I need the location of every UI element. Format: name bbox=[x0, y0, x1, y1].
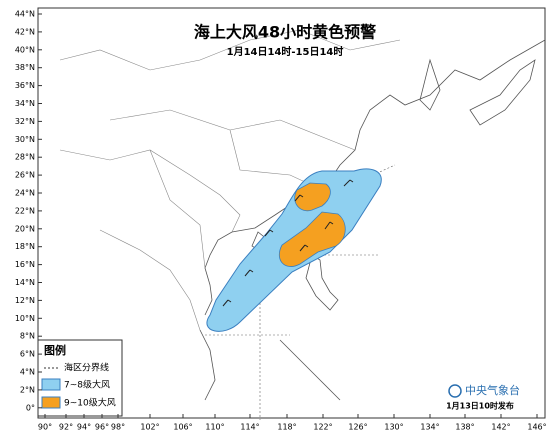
latitude-label: 34°N bbox=[15, 99, 35, 108]
latitude-label: 2°N bbox=[20, 385, 35, 394]
longitude-label: 96° bbox=[95, 423, 109, 432]
axes: 44°N 42°N 40°N 38°N 36°N 34°N 32°N 30°N 28°N 26°N… bbox=[15, 10, 547, 432]
longitude-label: 110° bbox=[205, 423, 224, 432]
longitude-label: 114° bbox=[240, 423, 259, 432]
latitude-label: 6°N bbox=[20, 350, 35, 359]
longitude-label: 98° bbox=[111, 423, 125, 432]
gale-area-9-10 bbox=[294, 182, 331, 212]
latitude-label: 30°N bbox=[15, 135, 35, 144]
longitude-label: 94° bbox=[77, 423, 91, 432]
longitude-label: 126° bbox=[348, 423, 367, 432]
longitude-label: 106° bbox=[173, 423, 192, 432]
legend-item: 7~8级大风 bbox=[64, 379, 110, 391]
wind-barbs bbox=[222, 179, 354, 307]
latitude-label: 28°N bbox=[15, 153, 35, 162]
issue-time: 1月13日10时发布 bbox=[446, 401, 514, 411]
longitude-label: 90° bbox=[38, 423, 52, 432]
latitude-label: 8°N bbox=[20, 332, 35, 341]
latitude-label: 32°N bbox=[15, 117, 35, 126]
latitude-label: 18°N bbox=[15, 242, 35, 251]
logo bbox=[448, 384, 462, 398]
latitude-label: 40°N bbox=[15, 45, 35, 54]
latitude-label: 38°N bbox=[15, 63, 35, 72]
subtitle: 1月14日14时-15日14时 bbox=[227, 45, 344, 58]
latitude-label: 4°N bbox=[20, 368, 35, 377]
title: 海上大风48小时黄色预警 bbox=[194, 23, 376, 42]
latitude-label: 42°N bbox=[15, 27, 35, 36]
latitude-label: 24°N bbox=[15, 189, 35, 198]
latitude-label: 0° bbox=[26, 403, 35, 412]
latitude-label: 44°N bbox=[15, 10, 35, 19]
latitude-label: 14°N bbox=[15, 278, 35, 287]
latitude-label: 10°N bbox=[15, 314, 35, 323]
longitude-label: 130° bbox=[384, 423, 403, 432]
latitude-label: 16°N bbox=[15, 260, 35, 269]
latitude-label: 26°N bbox=[15, 171, 35, 180]
longitude-label: 102° bbox=[140, 423, 159, 432]
latitude-label: 12°N bbox=[15, 296, 35, 305]
longitude-label: 92° bbox=[59, 423, 73, 432]
latitude-label: 20°N bbox=[15, 224, 35, 233]
longitude-label: 122° bbox=[313, 423, 332, 432]
longitude-label: 138° bbox=[455, 423, 474, 432]
gale-area-9-10 bbox=[278, 211, 346, 267]
longitude-label: 146° bbox=[527, 423, 546, 432]
longitude-label: 118° bbox=[277, 423, 296, 432]
longitude-label: 134° bbox=[420, 423, 439, 432]
legend: 图例 海区分界线 7~8级大风 9~10级大风 bbox=[37, 339, 123, 417]
legend-swatch bbox=[41, 378, 61, 391]
legend-swatch bbox=[41, 396, 61, 409]
latitude-label: 22°N bbox=[15, 206, 35, 215]
legend-item: 海区分界线 bbox=[64, 362, 109, 374]
agency: 中央气象台 bbox=[465, 383, 520, 397]
latitude-label: 36°N bbox=[15, 81, 35, 90]
legend-title: 图例 bbox=[44, 343, 66, 357]
legend-item: 9~10级大风 bbox=[64, 397, 116, 409]
longitude-label: 142° bbox=[491, 423, 510, 432]
